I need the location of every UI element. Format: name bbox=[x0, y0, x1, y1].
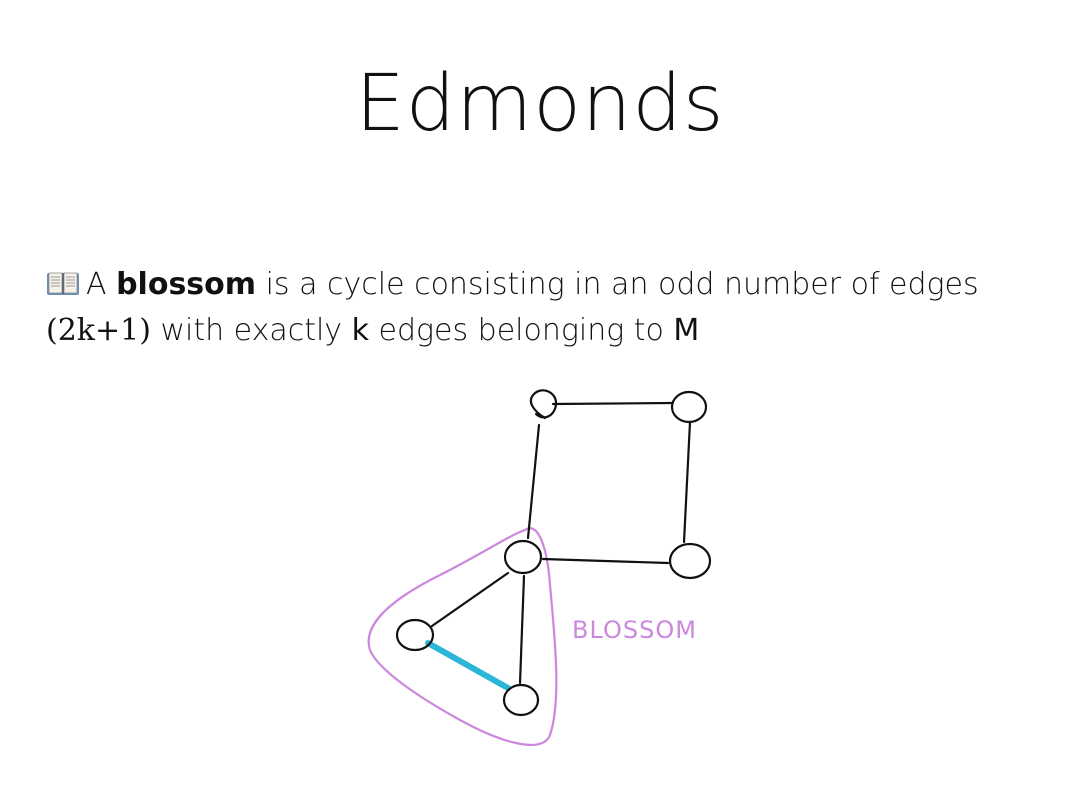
graph-node bbox=[668, 542, 712, 580]
matched-edge bbox=[425, 640, 511, 691]
definition-formula: (2k+1) bbox=[46, 313, 151, 348]
graph-node bbox=[529, 389, 558, 420]
graph-node bbox=[395, 618, 435, 652]
definition-with-exactly: with exactly bbox=[160, 313, 343, 348]
open-book-icon bbox=[47, 272, 79, 295]
definition-prefix: A bbox=[86, 267, 107, 302]
edge-top bbox=[551, 401, 674, 406]
graph-node bbox=[503, 539, 543, 575]
blossom-outline bbox=[367, 527, 558, 746]
blossom-diagram: BLOSSOM bbox=[367, 389, 712, 746]
definition-k: k bbox=[351, 313, 369, 348]
edge-bottom bbox=[541, 557, 670, 565]
definition-matching: M bbox=[673, 313, 700, 348]
definition-text: A blossom is a cycle consisting in an od… bbox=[46, 262, 1046, 354]
edge-triangle-left bbox=[430, 571, 510, 628]
edge-left bbox=[526, 423, 541, 540]
edge-triangle-right bbox=[518, 574, 526, 685]
definition-middle: is a cycle consisting in an odd number o… bbox=[265, 267, 979, 302]
edge-right bbox=[682, 420, 692, 544]
graph-node bbox=[670, 390, 708, 424]
graph-node bbox=[502, 683, 540, 717]
definition-term: blossom bbox=[116, 267, 257, 302]
slide-title: Edmonds bbox=[355, 59, 725, 149]
blossom-label: BLOSSOM bbox=[572, 616, 697, 644]
definition-edges-belonging: edges belonging to bbox=[378, 313, 664, 348]
